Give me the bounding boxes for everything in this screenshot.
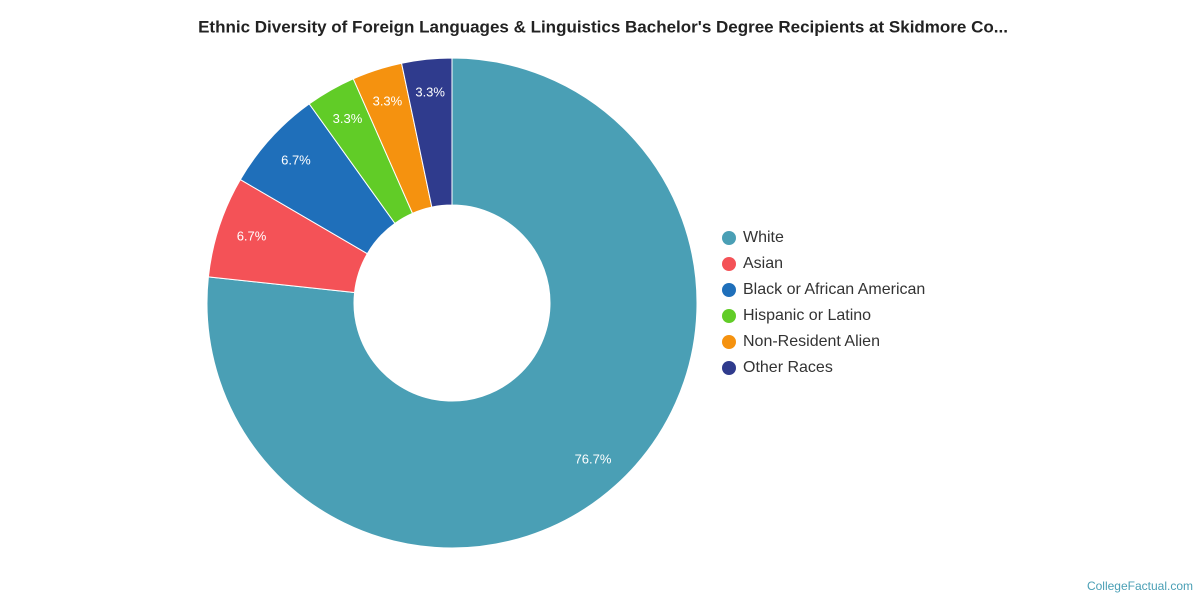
legend-marker	[722, 257, 736, 271]
legend-label: Non-Resident Alien	[743, 333, 880, 350]
legend-label: Black or African American	[743, 281, 925, 298]
data-label: 3.3%	[415, 85, 445, 100]
legend-marker	[722, 335, 736, 349]
credit[interactable]: CollegeFactual.com	[1087, 579, 1193, 593]
legend-label: Other Races	[743, 359, 833, 376]
data-label: 3.3%	[333, 111, 363, 126]
data-label: 6.7%	[281, 152, 311, 167]
legend-marker	[722, 309, 736, 323]
data-label: 6.7%	[237, 229, 267, 244]
donut-slice	[206, 57, 698, 549]
data-label: 3.3%	[373, 94, 403, 109]
data-label: 76.7%	[575, 451, 612, 466]
legend-marker	[722, 231, 736, 245]
legend-label: White	[743, 229, 784, 246]
legend-marker	[722, 283, 736, 297]
legend-marker	[722, 361, 736, 375]
legend-label: Asian	[743, 255, 783, 272]
chart-title: Ethnic Diversity of Foreign Languages & …	[198, 17, 1008, 36]
donut-slice	[400, 57, 453, 208]
legend-label: Hispanic or Latino	[743, 307, 871, 324]
